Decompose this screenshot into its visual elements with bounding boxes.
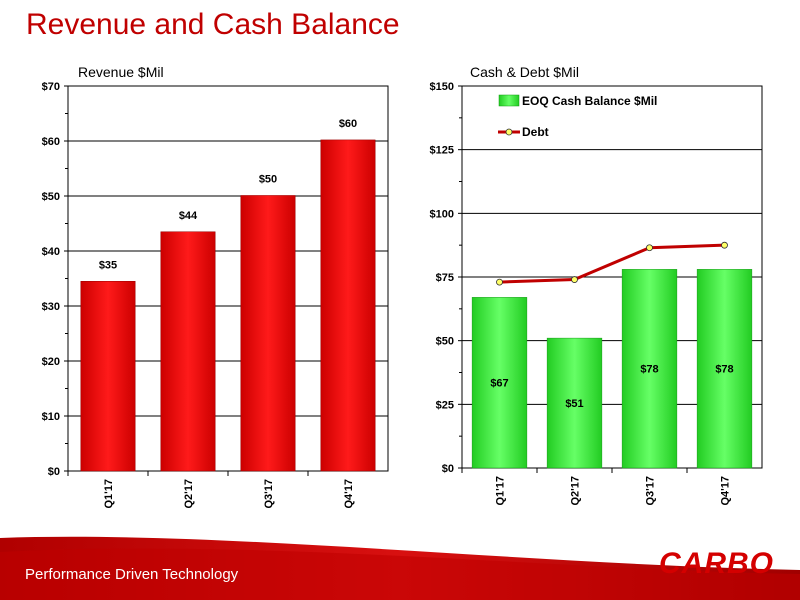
y-tick-label: $100 — [430, 208, 454, 220]
cash-debt-chart: Cash & Debt $Mil $0 $25 $50 $75 $100 $125 $150 Q… — [430, 64, 763, 506]
legend-cash-swatch — [498, 94, 520, 107]
legend-cash-label: EOQ Cash Balance $Mil — [522, 94, 657, 108]
revenue-data-label: $60 — [339, 118, 357, 130]
cash-data-label: $51 — [565, 398, 583, 410]
revenue-data-label: $44 — [179, 210, 198, 222]
revenue-chart: Revenue $Mil $0 $10 $20 $30 $40 $50 $60 $70 Q1'17… — [42, 64, 389, 509]
debt-marker — [571, 276, 578, 283]
debt-line — [499, 243, 725, 284]
y-tick-label: $0 — [48, 466, 60, 478]
cash-data-label: $78 — [640, 364, 658, 376]
revenue-bar — [240, 195, 296, 472]
y-tick-label: $0 — [442, 463, 454, 475]
cash-bar — [696, 269, 753, 469]
chart-title: Cash & Debt $Mil — [470, 64, 579, 80]
x-tick-label: Q2'17 — [570, 476, 582, 506]
x-tick-label: Q3'17 — [645, 476, 657, 506]
footer-band — [0, 536, 800, 600]
revenue-data-label: $50 — [259, 173, 277, 185]
y-tick-label: $50 — [436, 336, 454, 348]
footer-tagline: Performance Driven Technology — [25, 566, 239, 583]
revenue-bar — [160, 231, 216, 472]
debt-marker — [721, 241, 728, 249]
debt-marker — [646, 244, 653, 252]
cash-data-label: $67 — [490, 378, 508, 390]
legend-debt-marker — [505, 128, 513, 136]
legend-debt-label: Debt — [522, 125, 549, 139]
debt-marker — [496, 278, 503, 286]
cash-bar — [621, 269, 678, 469]
x-tick-label: Q1'17 — [495, 476, 507, 506]
revenue-bar — [80, 281, 136, 472]
x-tick-label: Q4'17 — [343, 479, 355, 509]
y-tick-label: $150 — [430, 81, 454, 93]
revenue-data-label: $35 — [99, 259, 117, 271]
cash-bar — [546, 337, 603, 469]
carbo-logo: CARBO — [659, 547, 774, 580]
x-tick-label: Q2'17 — [183, 479, 195, 509]
y-tick-label: $30 — [42, 301, 60, 313]
y-tick-label: $125 — [430, 145, 454, 157]
y-tick-label: $10 — [42, 411, 60, 423]
x-tick-label: Q3'17 — [263, 479, 275, 509]
cash-data-label: $78 — [715, 364, 733, 376]
y-tick-label: $75 — [436, 272, 454, 284]
y-tick-label: $50 — [42, 191, 60, 203]
x-tick-label: Q4'17 — [720, 476, 732, 506]
x-tick-label: Q1'17 — [103, 479, 115, 509]
slide-title: Revenue and Cash Balance — [26, 8, 400, 41]
y-tick-label: $60 — [42, 136, 60, 148]
cash-bar — [471, 297, 528, 469]
y-tick-label: $70 — [42, 81, 60, 93]
y-tick-label: $25 — [436, 399, 454, 411]
y-tick-label: $40 — [42, 246, 60, 258]
revenue-bar — [320, 139, 376, 472]
chart-title: Revenue $Mil — [78, 64, 164, 80]
y-tick-label: $20 — [42, 356, 60, 368]
